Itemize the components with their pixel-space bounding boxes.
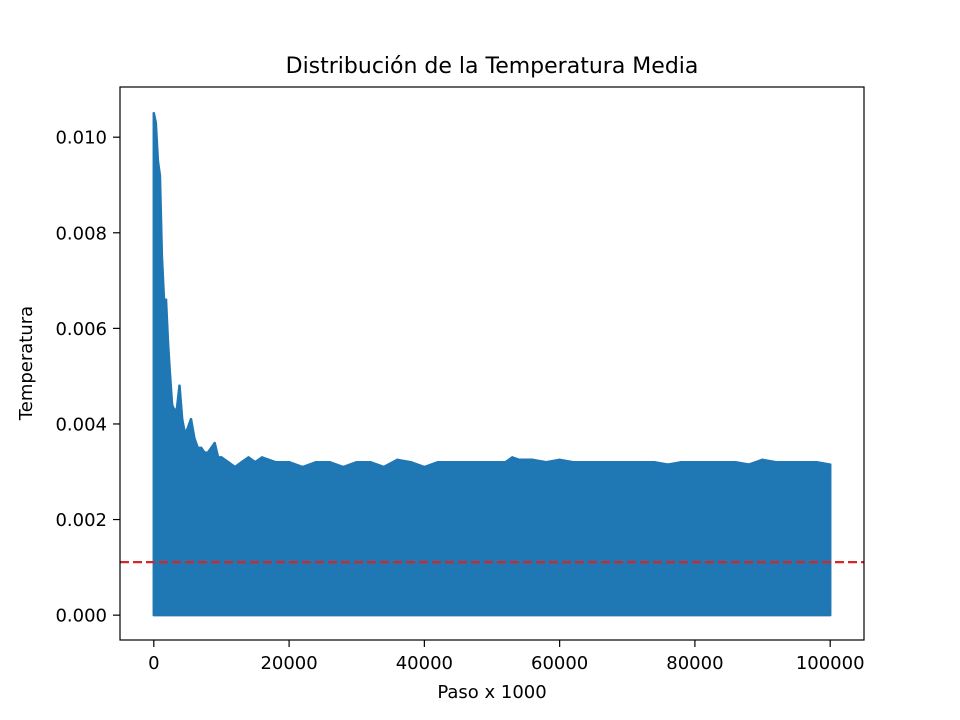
x-tick-label: 20000 (260, 653, 317, 674)
series-0 (152, 112, 832, 617)
y-tick-label: 0.006 (55, 319, 107, 340)
series-point (213, 441, 216, 445)
series-point (409, 461, 412, 464)
series-point (423, 465, 426, 469)
series-layer (152, 112, 832, 617)
y-tick-label: 0.002 (55, 510, 107, 531)
series-point (355, 461, 358, 464)
series-point (761, 458, 764, 461)
series-point (436, 461, 440, 464)
series-point (639, 461, 642, 464)
series-point (774, 461, 778, 464)
series-point (382, 465, 385, 469)
x-tick-label: 0 (148, 653, 159, 674)
y-tick-label: 0.010 (55, 128, 107, 149)
series-point (558, 458, 561, 461)
series-point (166, 341, 170, 344)
series-point (210, 446, 213, 450)
series-point (154, 121, 157, 125)
series-point (200, 446, 203, 450)
series-point (747, 463, 751, 466)
x-tick-label: 60000 (531, 653, 588, 674)
series-point (196, 446, 199, 450)
series-point (490, 461, 494, 464)
series-point (206, 451, 210, 454)
series-point (720, 461, 724, 464)
series-point (544, 461, 548, 464)
series-point (369, 461, 372, 464)
series-point (531, 458, 534, 461)
series-point (181, 418, 184, 421)
series-point (463, 461, 467, 464)
series-point (788, 461, 791, 464)
series-point (287, 461, 291, 464)
series-point (517, 458, 521, 461)
series-point (612, 461, 615, 464)
series-point (170, 403, 174, 406)
y-axis: 0.000 0.002 0.004 0.006 0.008 0.010 (55, 128, 120, 627)
series-point (274, 461, 277, 464)
series-point (203, 451, 206, 454)
y-tick-label: 0.000 (55, 606, 107, 627)
y-tick-label: 0.004 (55, 414, 107, 435)
plot-frame (119, 86, 865, 641)
series-point (178, 384, 181, 387)
series-point (158, 174, 162, 177)
x-tick-label: 80000 (666, 653, 723, 674)
series-point (511, 456, 514, 459)
series-point (160, 255, 164, 258)
series-point (314, 461, 318, 464)
series-point (666, 463, 670, 466)
series-point (680, 461, 683, 464)
series-point (396, 458, 399, 461)
series-point (301, 465, 304, 469)
series-point (815, 461, 818, 464)
series-point (164, 298, 168, 301)
series-point (172, 408, 176, 411)
y-axis-label: Temperatura (16, 306, 37, 421)
series-point (175, 408, 178, 411)
series-point (260, 456, 264, 459)
chart-title: Distribución de la Temperatura Media (286, 54, 699, 79)
series-point (626, 461, 629, 464)
series-point (183, 432, 187, 435)
series-point (734, 461, 737, 464)
series-point (220, 456, 223, 459)
series-point (156, 159, 160, 163)
series-point (227, 461, 230, 464)
series-point (233, 465, 237, 469)
series-point (240, 461, 243, 464)
series-point (653, 461, 656, 464)
series-point (599, 461, 602, 464)
series-point (572, 461, 575, 464)
series-point (216, 456, 220, 459)
series-point (477, 461, 480, 464)
x-tick-label: 40000 (396, 653, 453, 674)
series-point (247, 456, 250, 459)
series-point (162, 298, 166, 301)
series-point (186, 427, 189, 430)
x-axis-label: Paso x 1000 (437, 682, 546, 703)
series-point (693, 461, 697, 464)
series-point (328, 461, 331, 464)
x-axis: 0 20000 40000 60000 80000 100000 (148, 640, 865, 674)
x-tick-label: 100000 (796, 653, 865, 674)
series-point (585, 461, 588, 464)
series-point (254, 461, 257, 464)
series-point (152, 112, 155, 115)
series-point (450, 461, 453, 464)
y-tick-label: 0.008 (55, 223, 107, 244)
series-point (707, 461, 710, 464)
series-point (193, 437, 196, 440)
series-point (342, 465, 345, 469)
series-point (189, 418, 193, 421)
series-point (168, 375, 172, 378)
series-point (829, 463, 832, 466)
series-point (504, 461, 507, 464)
series-point (801, 461, 805, 464)
